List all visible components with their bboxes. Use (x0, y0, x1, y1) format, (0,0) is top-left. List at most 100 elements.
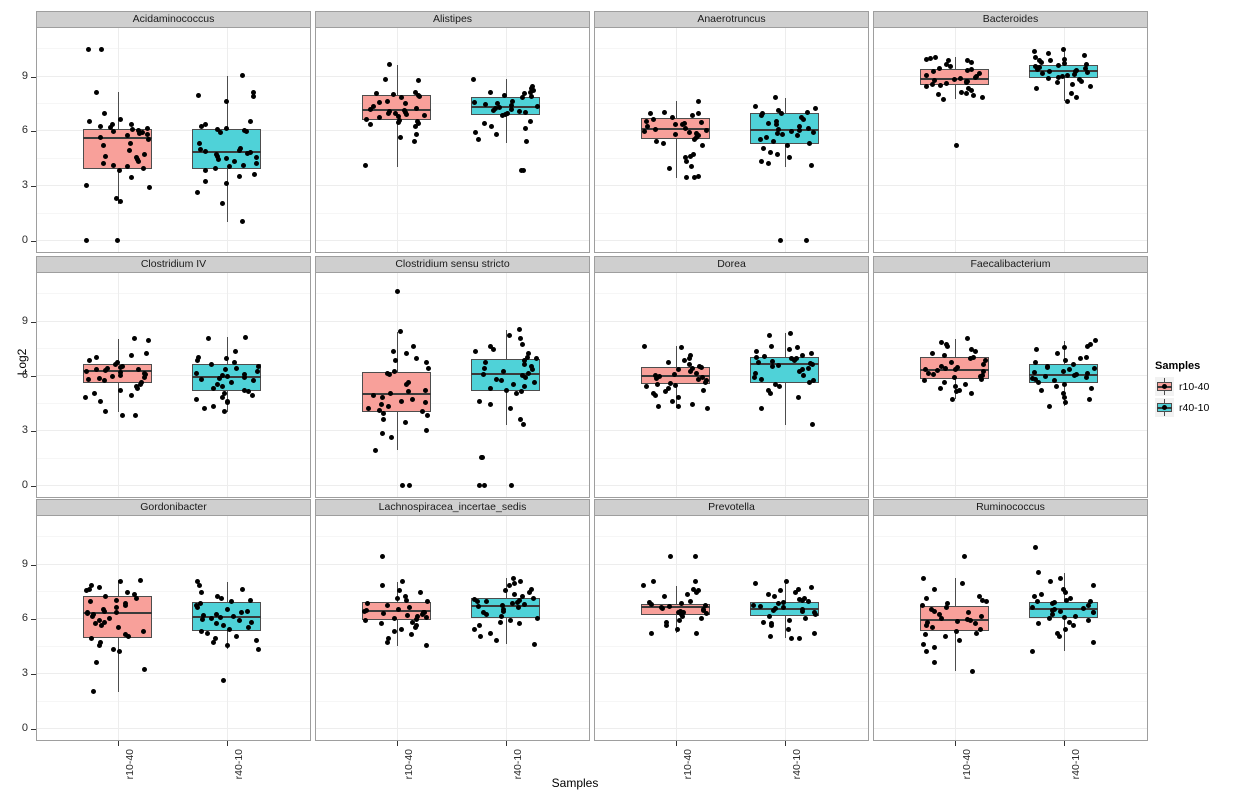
facet-strip: Acidaminococcus (36, 11, 311, 28)
facet-panel-lachnospiracea-incertae-sedis: Lachnospiracea_incertae_sedis (315, 499, 590, 741)
legend-key-r10-40 (1155, 377, 1174, 396)
data-point (795, 133, 801, 139)
data-point (672, 371, 678, 377)
data-point (94, 659, 100, 665)
data-point (657, 373, 663, 379)
gridline-major (595, 563, 868, 565)
legend-item-r40-10[interactable]: r40-10 (1155, 398, 1235, 417)
gridline-major (874, 485, 1147, 486)
data-point (87, 599, 93, 605)
data-point (374, 91, 380, 97)
data-point (392, 628, 398, 634)
data-point (812, 612, 818, 618)
data-point (758, 604, 764, 609)
y-tick-label: 6 (21, 612, 28, 625)
data-point (1084, 343, 1090, 349)
data-point (102, 593, 108, 599)
gridline-major (874, 130, 1147, 132)
box[interactable] (640, 603, 711, 615)
data-point (943, 81, 949, 87)
data-point (1083, 374, 1089, 380)
data-point (231, 360, 237, 366)
data-point (952, 374, 958, 380)
x-tick-mark (117, 741, 119, 746)
data-point (653, 393, 659, 398)
gridline-minor (595, 536, 868, 538)
data-point (956, 387, 962, 393)
data-point (797, 369, 803, 375)
data-point (233, 365, 239, 371)
data-point (254, 637, 260, 643)
data-point (114, 597, 120, 603)
gridline-major (316, 618, 589, 620)
data-point (531, 380, 537, 386)
data-point (1038, 592, 1044, 598)
data-point (522, 358, 527, 364)
data-point (141, 374, 147, 380)
data-point (101, 378, 107, 384)
data-point (83, 394, 89, 400)
data-point (674, 626, 680, 632)
data-point (1034, 598, 1040, 604)
data-point (773, 382, 779, 387)
data-point (140, 166, 146, 172)
data-point (769, 359, 775, 365)
data-point (370, 104, 376, 110)
data-point (937, 83, 943, 89)
data-point (413, 124, 419, 130)
data-point (665, 360, 671, 366)
gridline-minor (37, 157, 310, 159)
data-point (509, 601, 515, 607)
data-point (90, 614, 96, 619)
data-point (672, 131, 678, 137)
data-point (197, 583, 203, 588)
gridline-major (595, 240, 868, 241)
data-point (517, 336, 523, 342)
data-point (767, 149, 773, 155)
data-point (1057, 608, 1063, 614)
data-point (488, 385, 494, 391)
data-point (769, 623, 775, 629)
data-point (403, 112, 409, 118)
data-point (234, 634, 239, 640)
data-point (114, 609, 120, 615)
x-tick-label-r40-10: r40-10 (232, 749, 245, 780)
data-point (767, 332, 773, 338)
data-point (516, 327, 522, 333)
data-point (982, 358, 988, 364)
legend-title: Samples (1155, 360, 1201, 372)
legend-item-r10-40[interactable]: r10-40 (1155, 377, 1235, 396)
y-axis-title: Log2 (15, 348, 29, 376)
x-tick-label-r40-10: r40-10 (511, 749, 524, 780)
data-point (225, 400, 231, 406)
data-point (497, 105, 503, 110)
data-point (203, 168, 208, 174)
data-point (220, 383, 226, 389)
data-point (964, 80, 970, 86)
data-point (478, 634, 483, 640)
data-point (660, 140, 666, 146)
box[interactable] (361, 371, 432, 412)
gridline-major (316, 673, 589, 675)
data-point (672, 122, 678, 128)
data-point (84, 588, 90, 594)
data-point (684, 175, 690, 181)
data-point (425, 365, 431, 371)
data-point (1081, 52, 1087, 58)
data-point (924, 595, 930, 601)
data-point (1031, 370, 1037, 376)
data-point (417, 94, 423, 99)
data-point (144, 350, 149, 356)
gridline-minor (316, 102, 589, 104)
data-point (403, 382, 409, 387)
data-point (925, 619, 931, 625)
data-point (96, 617, 102, 623)
data-point (758, 113, 764, 119)
data-point (688, 352, 693, 358)
x-tick-label-r10-40: r10-40 (681, 749, 694, 780)
data-point (1078, 78, 1084, 84)
data-point (1072, 372, 1078, 378)
data-point (928, 606, 934, 612)
data-point (385, 603, 391, 609)
